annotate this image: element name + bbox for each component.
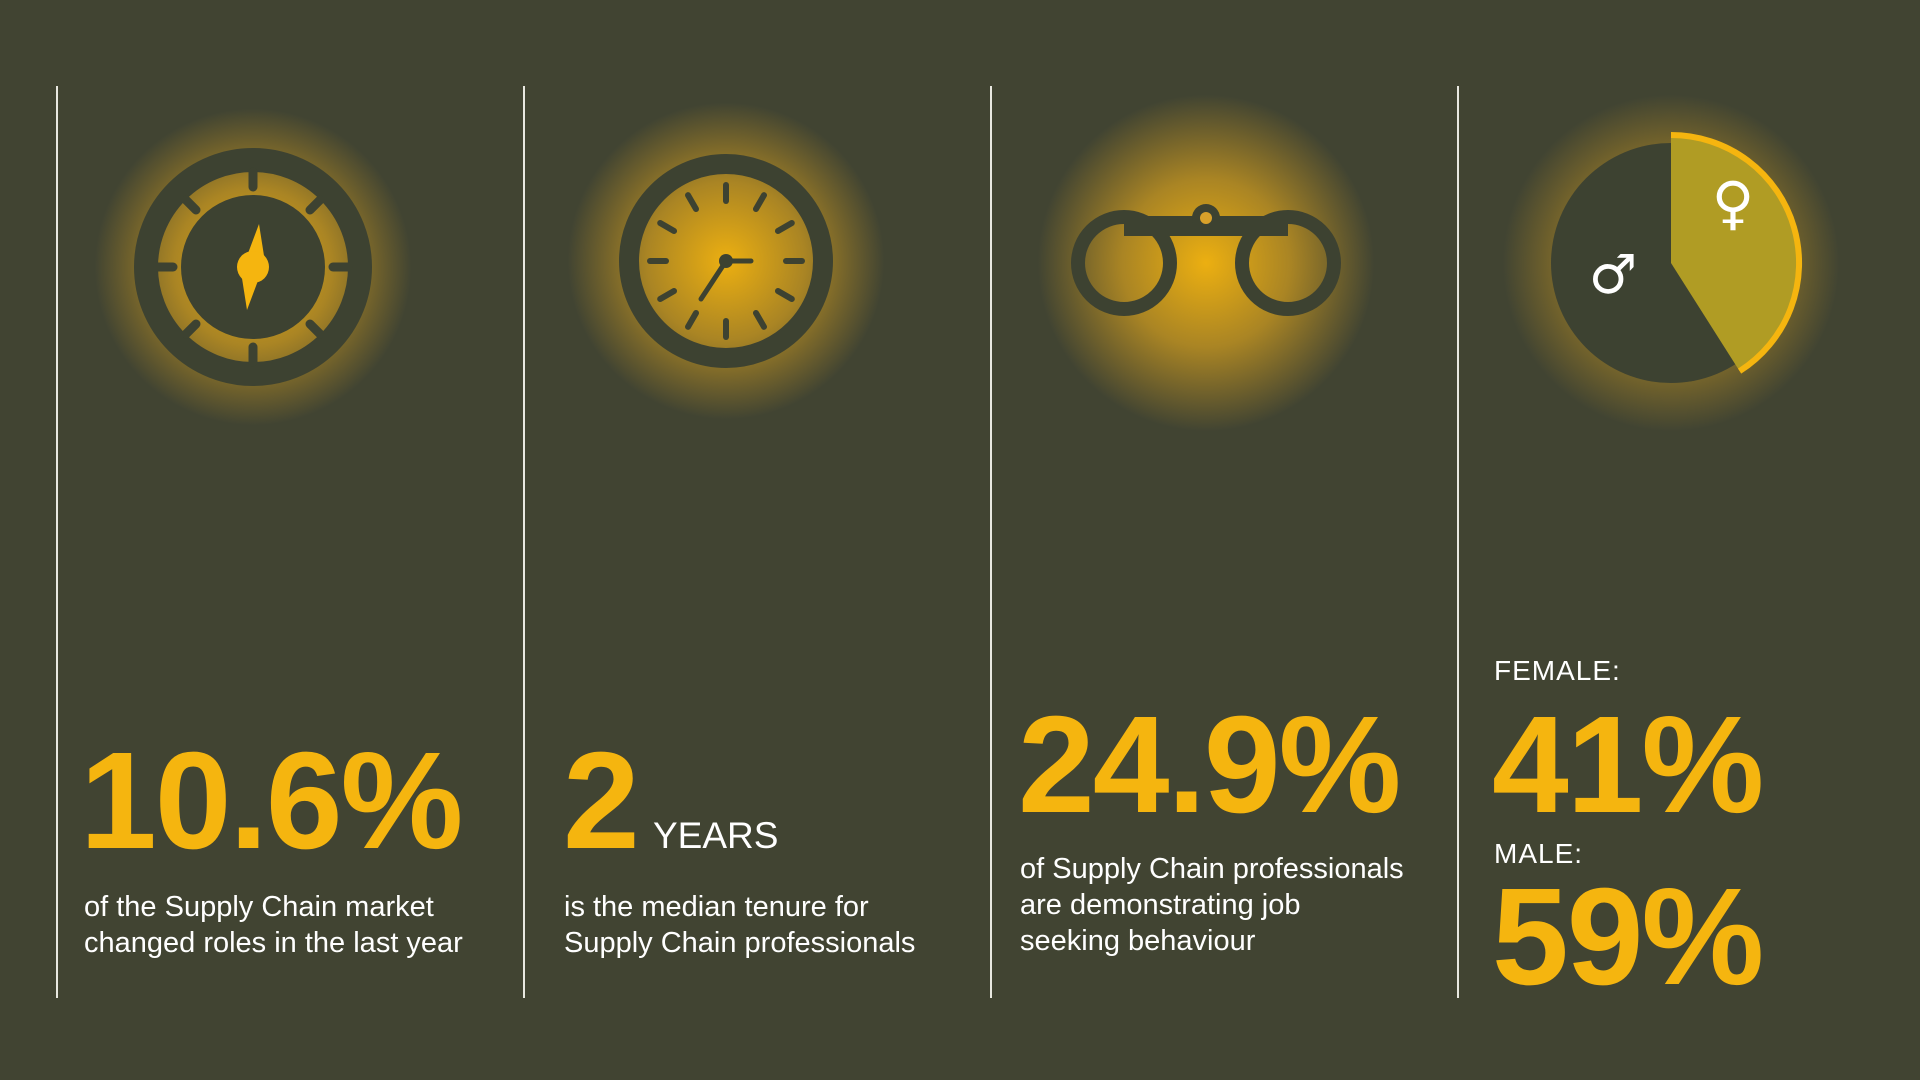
divider (990, 86, 992, 998)
male-value: 59% (1492, 860, 1764, 1014)
description-line: of Supply Chain professionals (1020, 853, 1404, 885)
female-slice (1671, 134, 1800, 372)
female-symbol-icon: ♀ (1712, 169, 1754, 237)
divider (56, 86, 58, 998)
female-arc (1670, 132, 1803, 374)
description-line: changed roles in the last year (84, 927, 463, 959)
gender-pie-icon: ♀ ♂ (1551, 132, 1803, 383)
description-line: are demonstrating job (1020, 889, 1301, 921)
clock-tick (753, 192, 767, 213)
binoculars-icon (1071, 204, 1341, 316)
icon-glow (1036, 93, 1376, 433)
description-line: is the median tenure for (564, 891, 869, 923)
description-line: seeking behaviour (1020, 925, 1256, 957)
clock-tick (685, 309, 699, 330)
female-label: FEMALE: (1494, 655, 1621, 686)
description-line: of the Supply Chain market (84, 891, 434, 923)
clock-tick (657, 288, 678, 302)
male-label: MALE: (1494, 838, 1584, 869)
stat-value: 24.9% (1018, 688, 1401, 842)
stat-value: 10.6% (80, 724, 463, 878)
description-line: Supply Chain professionals (564, 927, 916, 959)
clock-tick (753, 309, 767, 330)
male-symbol-icon: ♂ (1589, 243, 1637, 306)
female-value: 41% (1492, 688, 1764, 842)
stat-unit: YEARS (653, 815, 779, 856)
stat-description: is the median tenure for Supply Chain pr… (564, 889, 915, 961)
clock-tick (685, 192, 699, 213)
stat-description: of Supply Chain professionals are demons… (1020, 851, 1404, 959)
clock-tick (657, 220, 678, 234)
stat-description: of the Supply Chain market changed roles… (84, 889, 463, 961)
stat-value: 2 (563, 724, 640, 878)
compass-icon (134, 148, 372, 386)
clock-tick (774, 288, 795, 302)
clock-tick (774, 220, 795, 234)
divider (523, 86, 525, 998)
divider (1457, 86, 1459, 998)
clock-icon (619, 154, 833, 368)
